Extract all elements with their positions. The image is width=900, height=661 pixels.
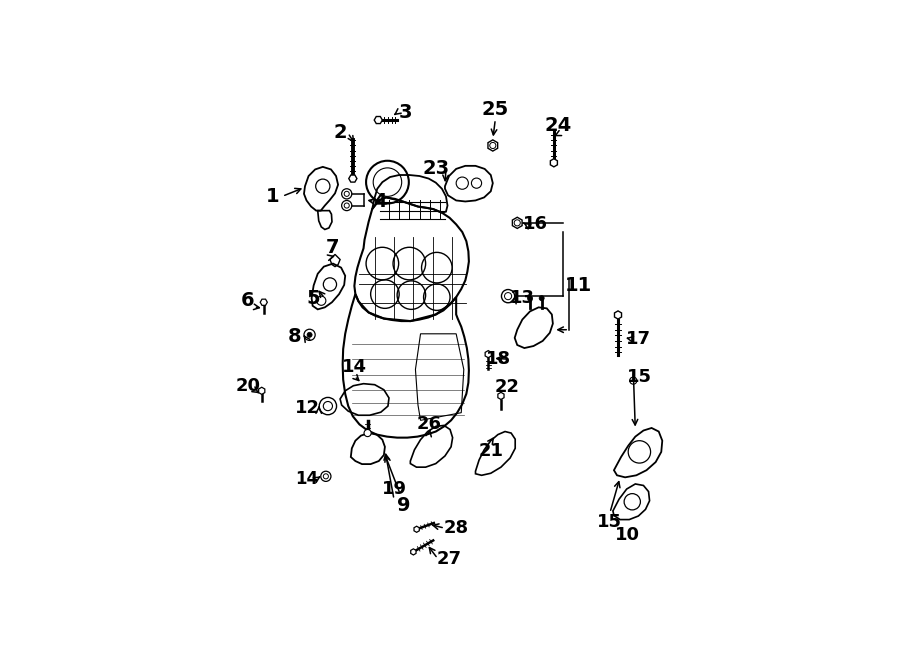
- Circle shape: [539, 295, 544, 301]
- Text: 10: 10: [615, 526, 640, 544]
- Text: 18: 18: [486, 350, 511, 368]
- Text: 5: 5: [307, 289, 320, 307]
- Circle shape: [307, 332, 312, 337]
- Text: 15: 15: [598, 513, 623, 531]
- Text: 15: 15: [627, 368, 652, 386]
- Text: 14: 14: [342, 358, 367, 376]
- Text: 3: 3: [399, 103, 412, 122]
- Text: 17: 17: [626, 330, 651, 348]
- Polygon shape: [615, 311, 622, 319]
- Text: 28: 28: [444, 520, 469, 537]
- Circle shape: [630, 377, 637, 384]
- Text: 19: 19: [382, 480, 407, 498]
- Polygon shape: [349, 175, 357, 182]
- Text: 9: 9: [398, 496, 411, 516]
- Text: 4: 4: [373, 192, 387, 211]
- Text: 13: 13: [509, 289, 535, 307]
- Polygon shape: [485, 350, 491, 358]
- Text: 2: 2: [333, 123, 346, 142]
- Text: 12: 12: [295, 399, 320, 416]
- Circle shape: [527, 295, 533, 301]
- Text: 26: 26: [417, 415, 442, 434]
- Text: 23: 23: [422, 159, 449, 178]
- Text: 14: 14: [295, 470, 318, 488]
- Text: 16: 16: [523, 215, 547, 233]
- Polygon shape: [260, 299, 267, 305]
- Text: 7: 7: [326, 238, 339, 256]
- Polygon shape: [410, 549, 416, 555]
- Polygon shape: [498, 393, 504, 399]
- Polygon shape: [374, 116, 382, 124]
- Text: 6: 6: [240, 292, 255, 310]
- Text: 1: 1: [266, 187, 280, 206]
- Polygon shape: [414, 526, 419, 532]
- Polygon shape: [488, 140, 498, 151]
- Polygon shape: [551, 159, 557, 167]
- Polygon shape: [512, 217, 522, 229]
- Circle shape: [364, 430, 371, 437]
- Text: 27: 27: [436, 550, 462, 568]
- Text: 11: 11: [564, 276, 592, 295]
- Text: 8: 8: [287, 327, 302, 346]
- Text: 24: 24: [544, 116, 572, 135]
- Polygon shape: [258, 387, 265, 395]
- Text: 21: 21: [478, 442, 503, 460]
- Text: 22: 22: [495, 378, 519, 396]
- Text: 20: 20: [236, 377, 261, 395]
- Text: 25: 25: [482, 100, 509, 120]
